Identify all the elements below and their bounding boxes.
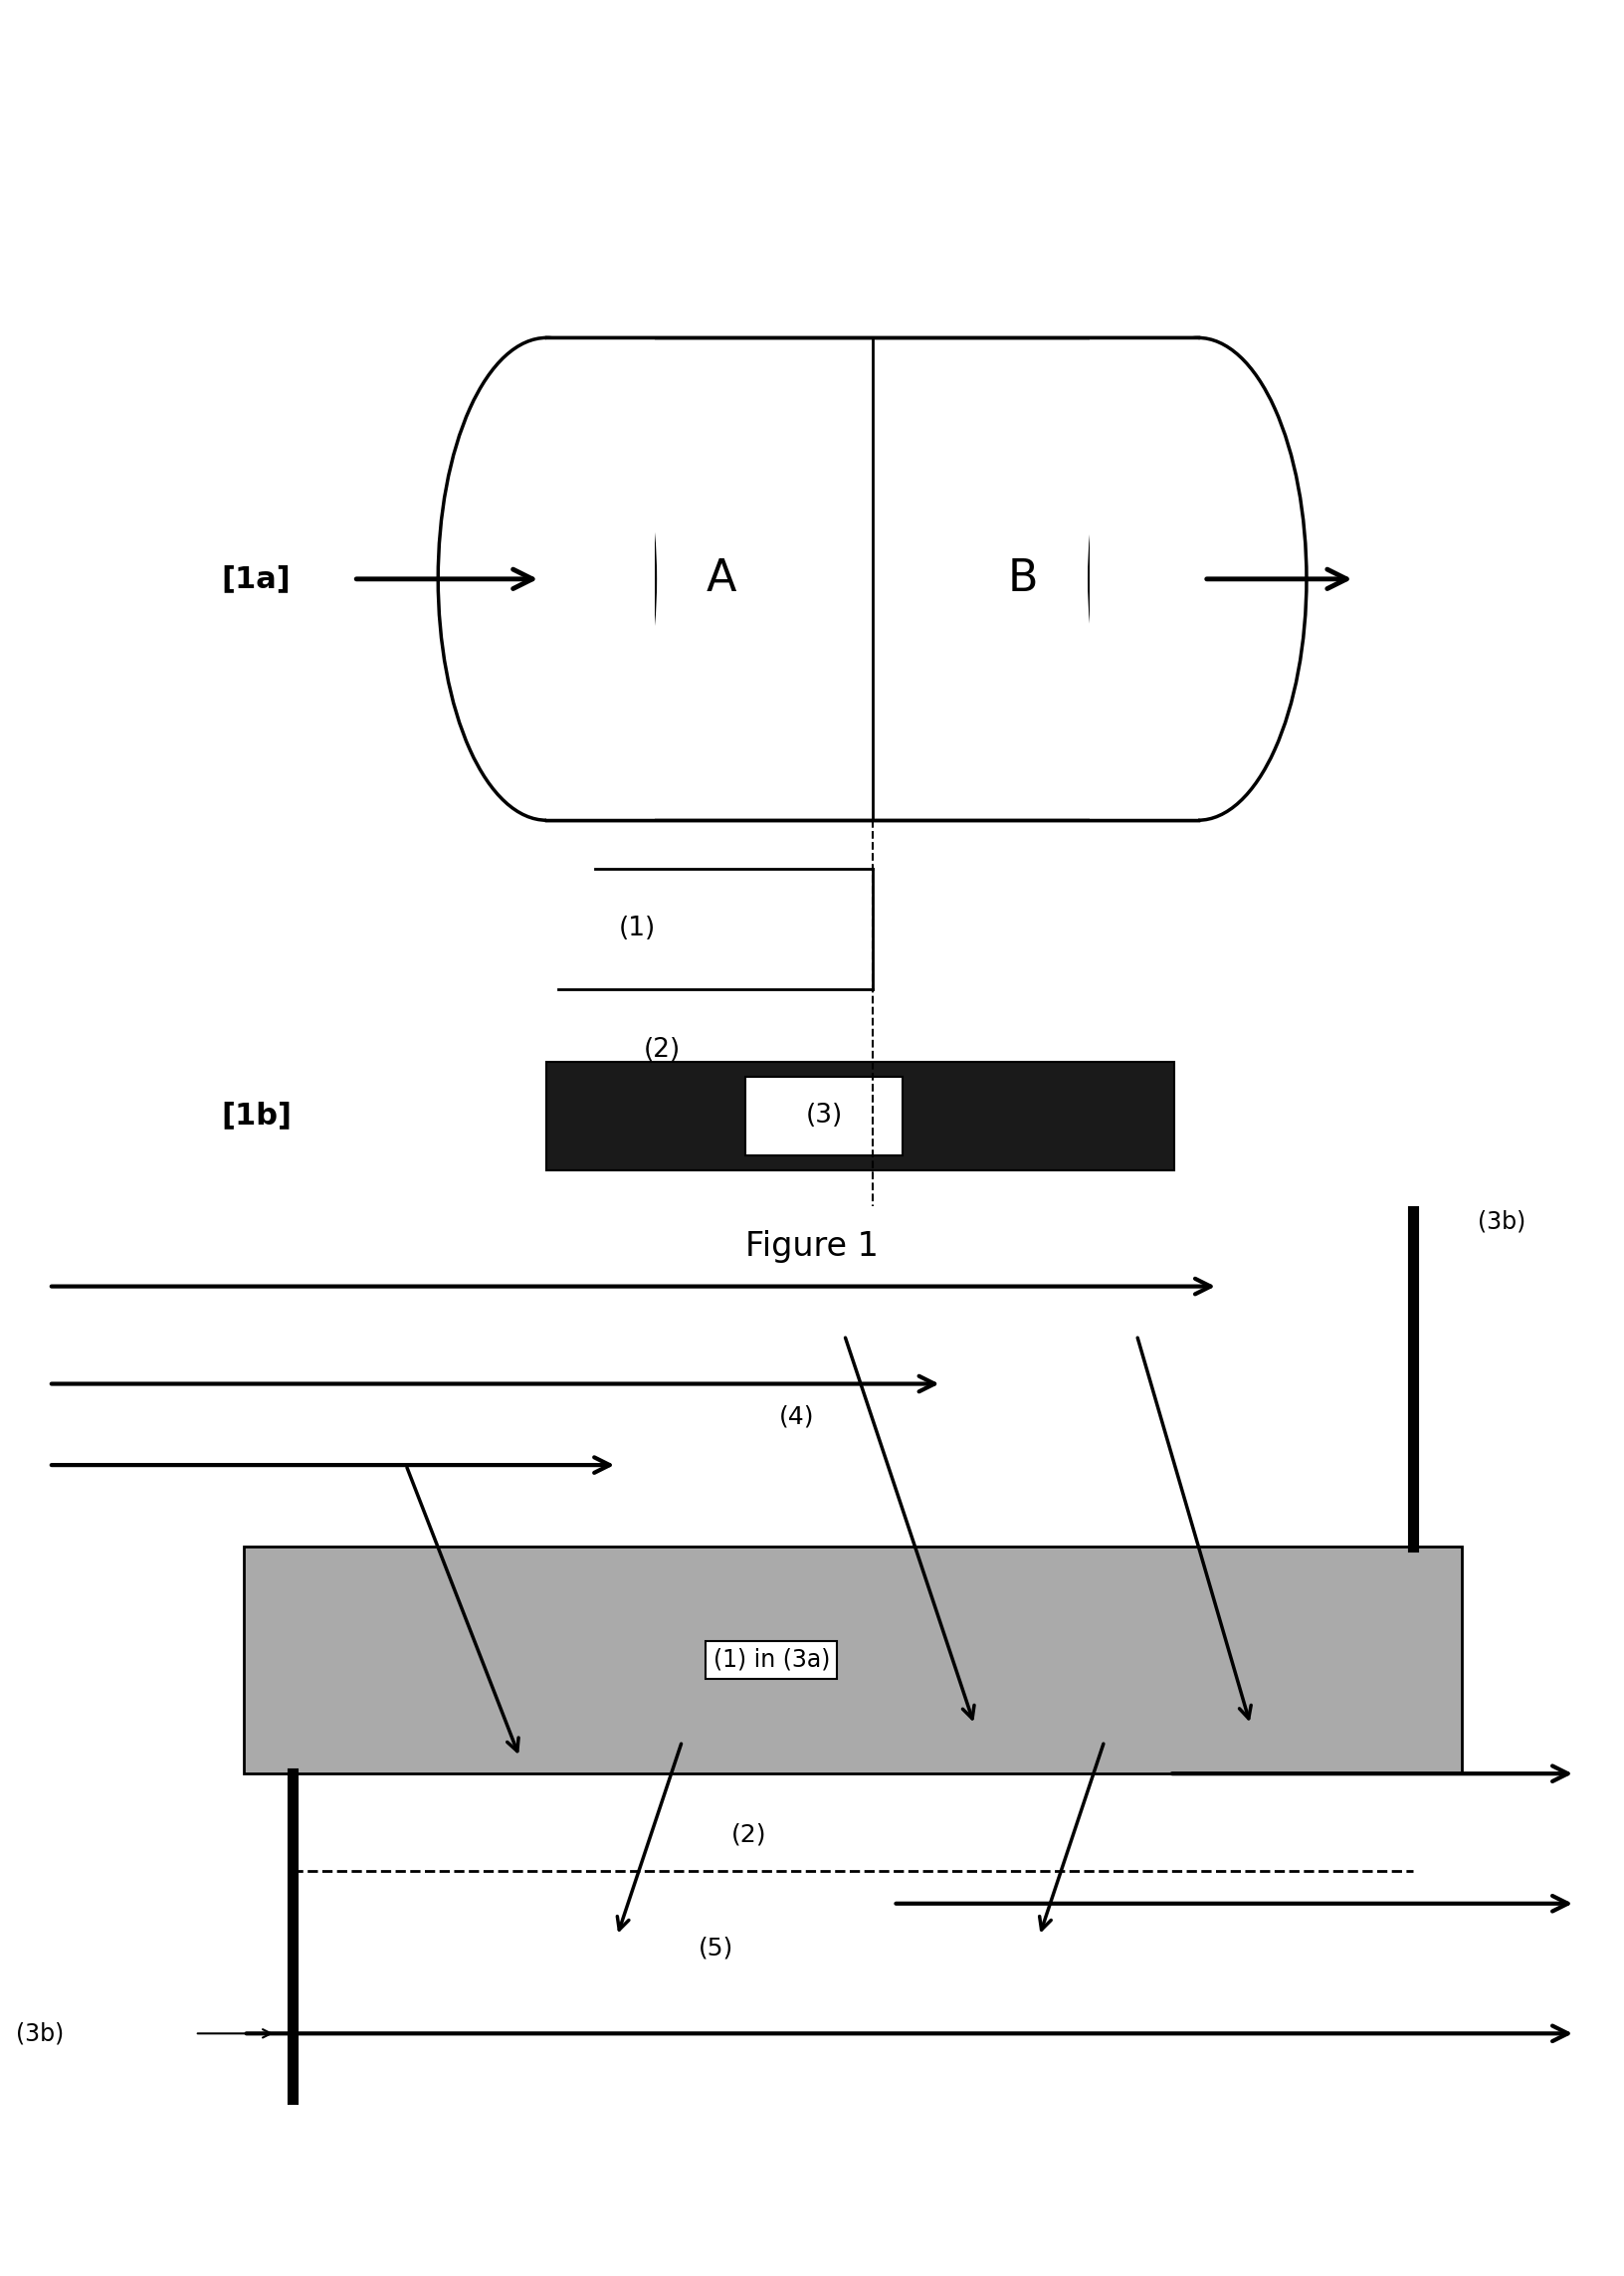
- Text: A: A: [706, 558, 737, 601]
- Ellipse shape: [438, 337, 654, 819]
- Text: (2): (2): [643, 1036, 680, 1063]
- Text: Figure 1: Figure 1: [745, 1231, 879, 1263]
- Bar: [745, 1077, 903, 1154]
- Bar: [1090, 337, 1199, 819]
- Text: (1): (1): [619, 915, 656, 942]
- Ellipse shape: [1090, 337, 1307, 819]
- Text: (1) in (3a): (1) in (3a): [713, 1648, 830, 1673]
- Bar: [547, 337, 1199, 819]
- Text: (4): (4): [780, 1404, 815, 1429]
- Text: [1b]: [1b]: [221, 1102, 292, 1131]
- Text: B: B: [1009, 558, 1038, 601]
- Text: (3b): (3b): [1478, 1209, 1527, 1234]
- Text: (3b): (3b): [16, 2021, 65, 2046]
- Bar: [547, 1061, 1174, 1170]
- Bar: [244, 1545, 1462, 1773]
- Bar: [547, 337, 654, 819]
- Text: (2): (2): [731, 1823, 767, 1846]
- Text: (5): (5): [698, 1937, 734, 1960]
- Text: [1a]: [1a]: [221, 564, 291, 594]
- Text: (3): (3): [806, 1104, 843, 1129]
